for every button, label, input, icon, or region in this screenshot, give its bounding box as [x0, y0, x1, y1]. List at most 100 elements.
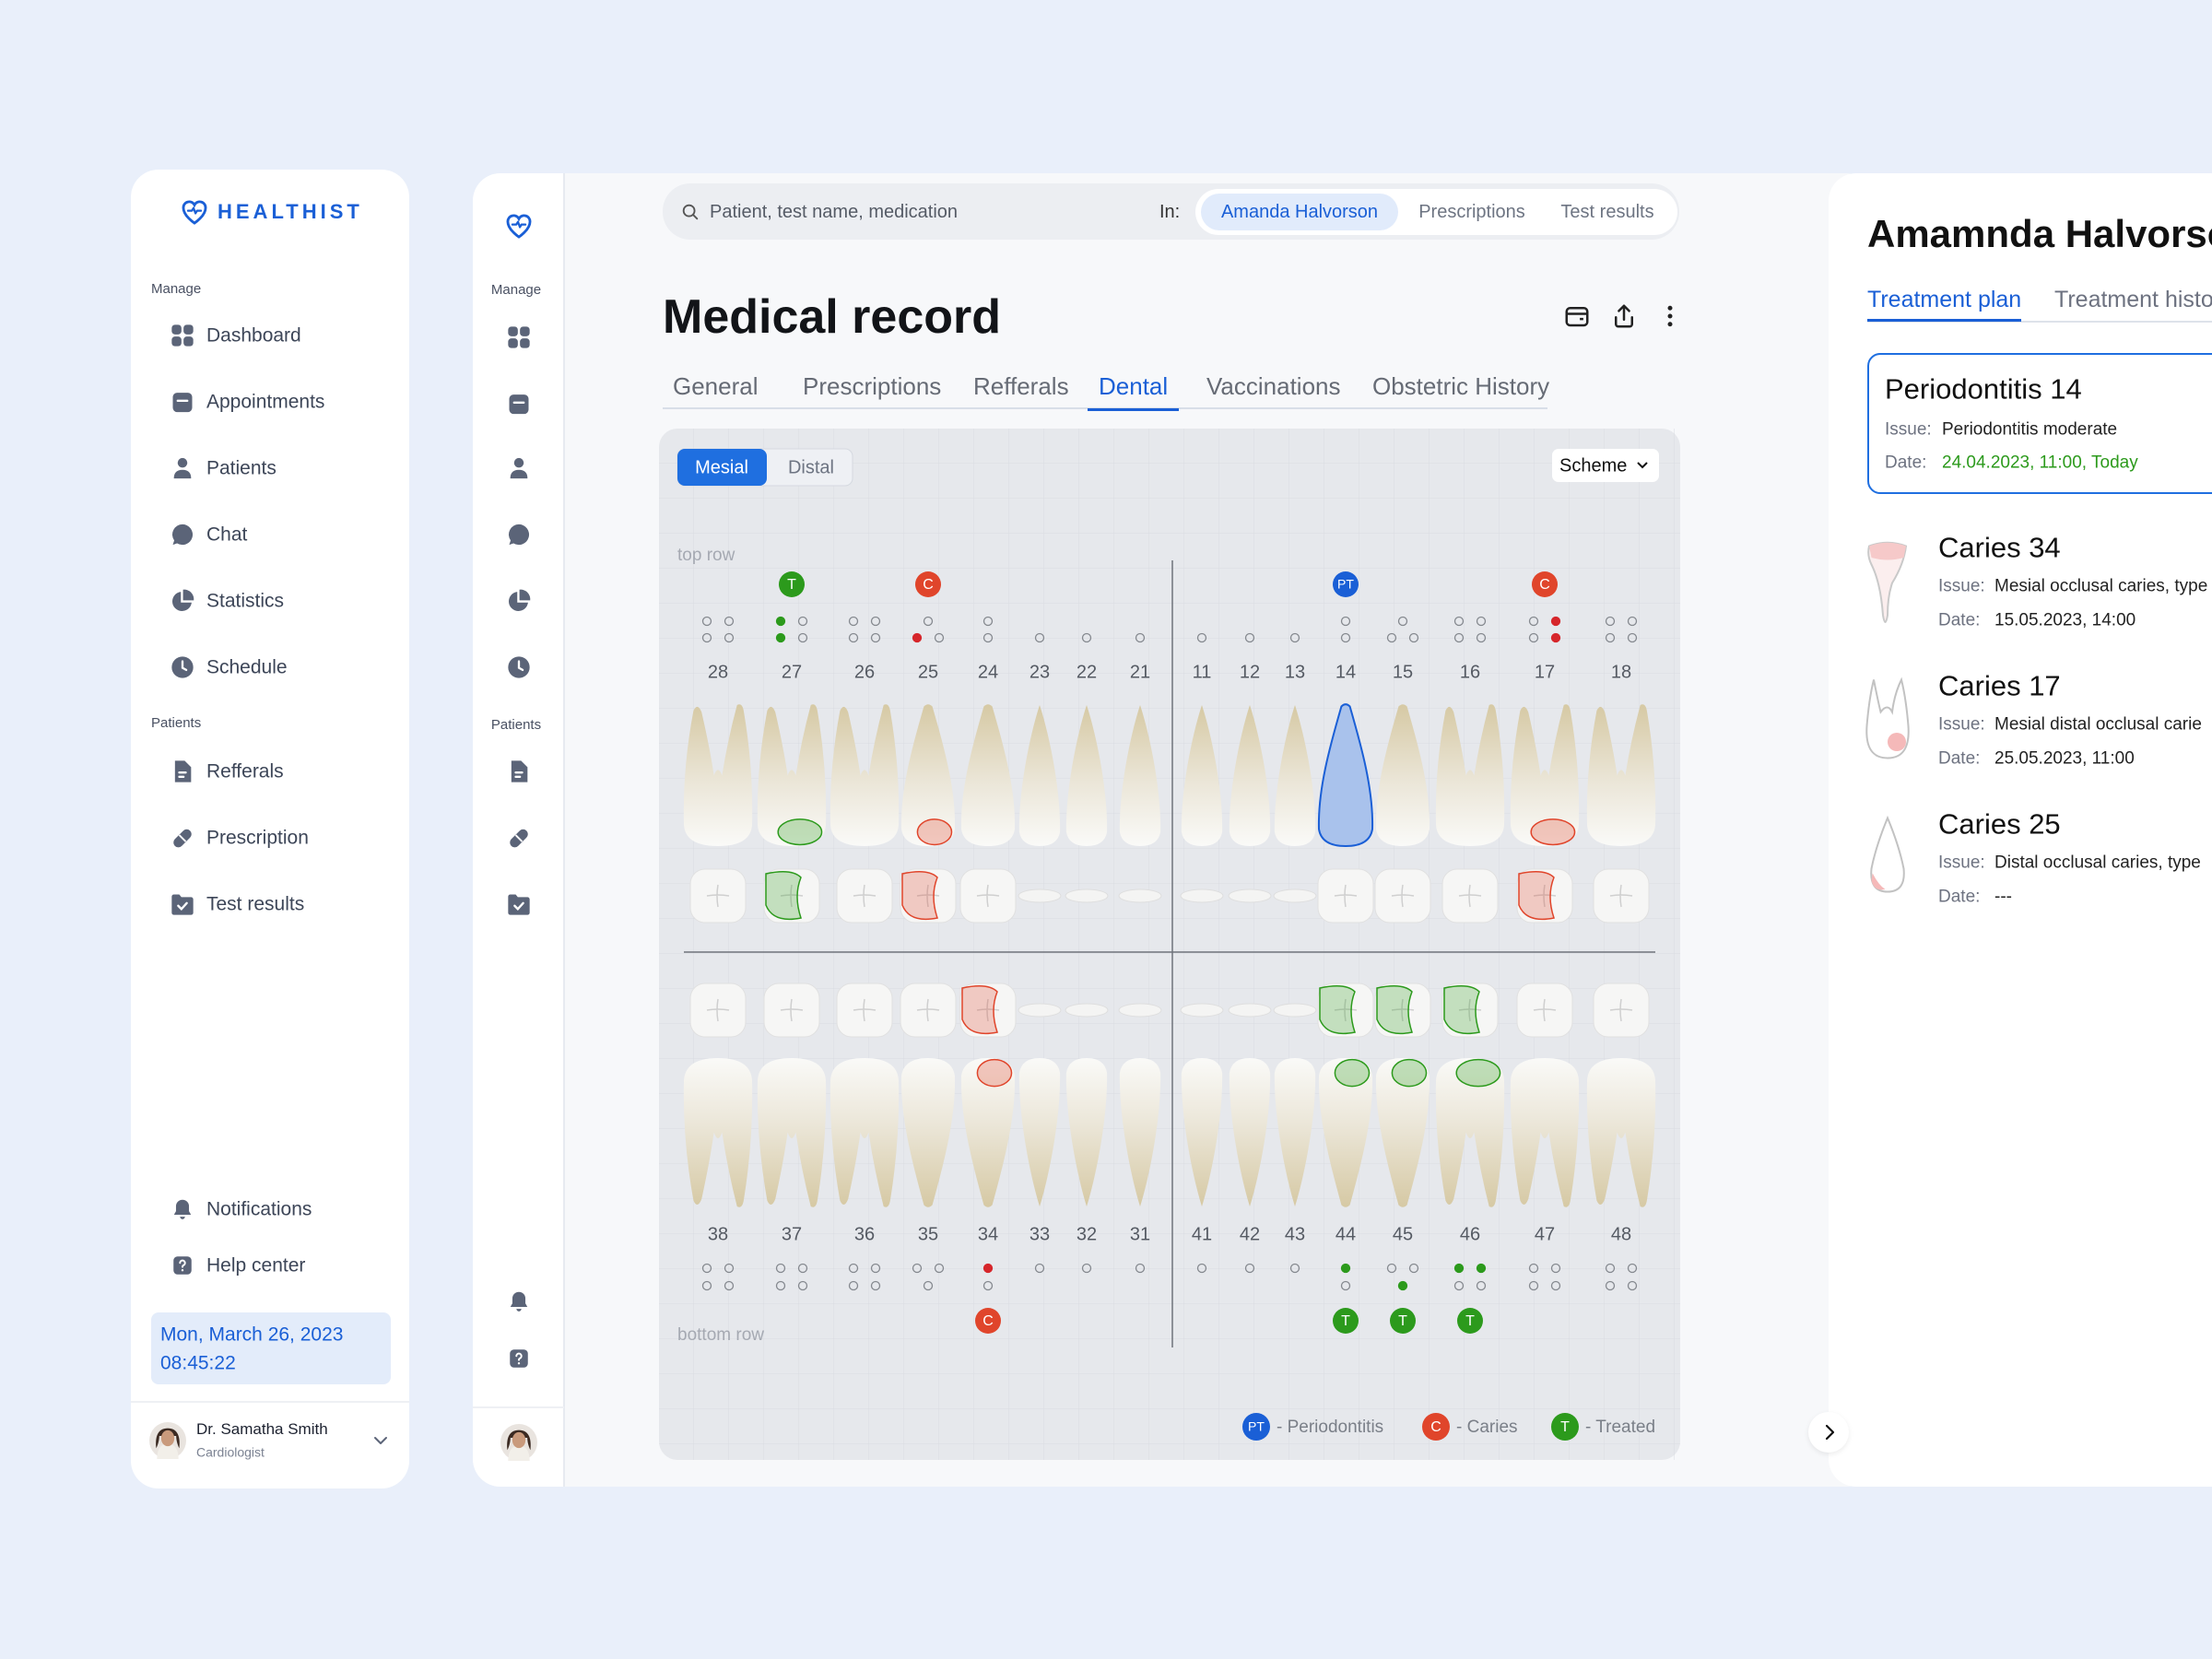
tooth-number: 44: [1335, 1224, 1356, 1244]
status-badge: [975, 1308, 1001, 1334]
view-option[interactable]: Distal: [788, 457, 834, 477]
scheme-label[interactable]: Scheme: [1559, 455, 1627, 476]
condition-patch: [1334, 1058, 1371, 1088]
record-tab[interactable]: General: [673, 372, 759, 400]
nav-item[interactable]: Prescription: [206, 827, 309, 849]
occlusal-view: [1180, 1003, 1224, 1018]
plan-title[interactable]: Caries 34: [1938, 531, 2061, 564]
nav-item[interactable]: Test results: [206, 893, 305, 915]
surface-dot: [982, 1263, 994, 1274]
nav-icon: [171, 894, 194, 915]
shape: [508, 1445, 530, 1461]
surface-dot: [1386, 1263, 1397, 1274]
surface-dot: [1605, 1263, 1616, 1274]
record-tab[interactable]: Vaccinations: [1206, 372, 1341, 400]
occlusal-view: [1374, 982, 1431, 1038]
nav-item[interactable]: Patients: [206, 457, 276, 479]
legend-code: C: [1430, 1419, 1441, 1435]
panel-tab[interactable]: Treatment histo: [2054, 287, 2212, 312]
plan-title[interactable]: Caries 17: [1938, 669, 2061, 702]
record-tab[interactable]: Prescriptions: [803, 372, 942, 400]
nav-item[interactable]: Schedule: [206, 656, 288, 678]
scope-option[interactable]: Amanda Halvorson: [1220, 202, 1379, 222]
record-tab[interactable]: Refferals: [973, 372, 1069, 400]
mini-nav-icon: [508, 894, 530, 915]
tooth-number: 18: [1611, 662, 1631, 682]
nav-item[interactable]: Chat: [206, 524, 248, 546]
header-action: [1667, 305, 1673, 327]
record-tab[interactable]: Dental: [1088, 372, 1180, 411]
surface-dot: [1289, 632, 1300, 643]
surface-dot: [701, 1280, 712, 1291]
occlusal-groove: [976, 998, 1000, 1022]
occlusal-groove: [853, 998, 877, 1022]
surface-dot: [934, 1263, 945, 1274]
scope-option[interactable]: Test results: [1560, 202, 1654, 222]
nav-item[interactable]: Help center: [206, 1254, 306, 1277]
occlusal-groove: [1334, 884, 1358, 908]
shape: [186, 206, 203, 215]
patient-name: Amamnda Halvorso: [1867, 211, 2212, 255]
view-option[interactable]: Mesial: [695, 457, 748, 477]
status-badge: [1333, 571, 1359, 597]
mini-avatar: [500, 1424, 537, 1461]
shape: [520, 326, 530, 336]
nav-icon: [174, 760, 192, 782]
tooth: [900, 1058, 956, 1207]
nav-item[interactable]: Refferals: [206, 760, 284, 782]
surface-dot: [870, 616, 881, 627]
occlusal-view: [1180, 888, 1224, 903]
condition-patch: [916, 818, 953, 846]
panel-tab[interactable]: Treatment plan: [1867, 287, 2022, 322]
field-value: Mesial distal occlusal carie: [1994, 714, 2202, 735]
legend-label: - Periodontitis: [1277, 1418, 1383, 1437]
occlusal-view: [1516, 982, 1573, 1038]
record-tab[interactable]: Obstetric History: [1372, 372, 1550, 400]
nav-item[interactable]: Appointments: [206, 391, 325, 413]
tooth-number: 22: [1077, 662, 1097, 682]
shape: [182, 200, 207, 225]
nav-item[interactable]: Notifications: [206, 1198, 312, 1220]
tooth-number: 37: [782, 1224, 802, 1244]
occlusal-view: [900, 982, 957, 1038]
scroll-button[interactable]: [1808, 1412, 1849, 1453]
plan-card-active: [1867, 353, 2212, 494]
field-value: Periodontitis moderate: [1942, 419, 2118, 440]
shape: [1869, 542, 1906, 560]
scope-option[interactable]: Prescriptions: [1418, 202, 1525, 222]
plan-title[interactable]: Caries 25: [1938, 807, 2061, 841]
occlusal-groove: [706, 998, 730, 1022]
plan-title[interactable]: Periodontitis 14: [1885, 372, 2082, 406]
nav-item[interactable]: Statistics: [206, 590, 285, 612]
occlusal-groove: [1609, 998, 1633, 1022]
tooth-number: 23: [1030, 662, 1050, 682]
shape: [516, 1309, 522, 1312]
shape: [183, 336, 194, 347]
status-badge-code: T: [1398, 1313, 1407, 1329]
surface-dot: [1196, 1263, 1207, 1274]
shape: [171, 336, 182, 347]
tooth-number: 38: [708, 1224, 728, 1244]
tooth: [1119, 705, 1161, 846]
tooth-number: 12: [1240, 662, 1260, 682]
tooth-number: 46: [1460, 1224, 1480, 1244]
occlusal-patch: [1518, 871, 1555, 921]
surface-dot: [1550, 1263, 1561, 1274]
shape: [182, 589, 194, 601]
surface-dot: [1605, 632, 1616, 643]
occlusal-groove: [780, 998, 804, 1022]
field-label: Date:: [1938, 748, 1981, 769]
surface-dot: [1550, 632, 1561, 643]
surface-dot: [1453, 632, 1465, 643]
occlusal-view: [763, 982, 820, 1038]
search-placeholder[interactable]: Patient, test name, medication: [710, 202, 959, 222]
occlusal-patch: [961, 985, 998, 1035]
search-icon: [682, 204, 699, 220]
shape: [510, 1291, 528, 1307]
nav-item[interactable]: Dashboard: [206, 324, 301, 347]
shape: [1888, 733, 1906, 751]
shape: [510, 469, 528, 479]
tooth: [1510, 1058, 1580, 1207]
surface-dot: [1135, 1263, 1146, 1274]
surface-dot: [912, 632, 923, 643]
